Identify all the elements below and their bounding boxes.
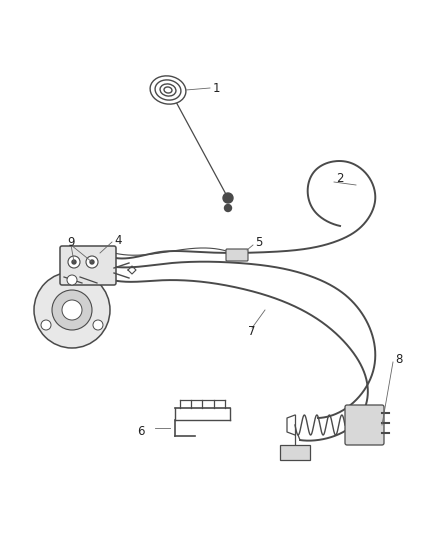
Text: 7: 7: [247, 326, 255, 338]
Circle shape: [93, 320, 103, 330]
Circle shape: [67, 275, 77, 285]
Circle shape: [62, 300, 82, 320]
Circle shape: [52, 290, 92, 330]
Text: 6: 6: [137, 425, 145, 439]
Ellipse shape: [150, 76, 185, 104]
Circle shape: [72, 260, 76, 264]
FancyBboxPatch shape: [60, 246, 116, 285]
Circle shape: [90, 260, 94, 264]
Text: 9: 9: [67, 236, 74, 248]
Polygon shape: [279, 445, 309, 460]
Circle shape: [223, 193, 233, 203]
Circle shape: [68, 256, 80, 268]
Text: 4: 4: [114, 233, 121, 246]
Text: 2: 2: [335, 172, 343, 184]
Text: 8: 8: [394, 353, 402, 367]
Circle shape: [224, 205, 231, 212]
Circle shape: [41, 320, 51, 330]
Text: 1: 1: [212, 82, 220, 94]
FancyBboxPatch shape: [344, 405, 383, 445]
FancyBboxPatch shape: [226, 249, 247, 261]
Circle shape: [86, 256, 98, 268]
Circle shape: [34, 272, 110, 348]
Text: 5: 5: [254, 237, 262, 249]
